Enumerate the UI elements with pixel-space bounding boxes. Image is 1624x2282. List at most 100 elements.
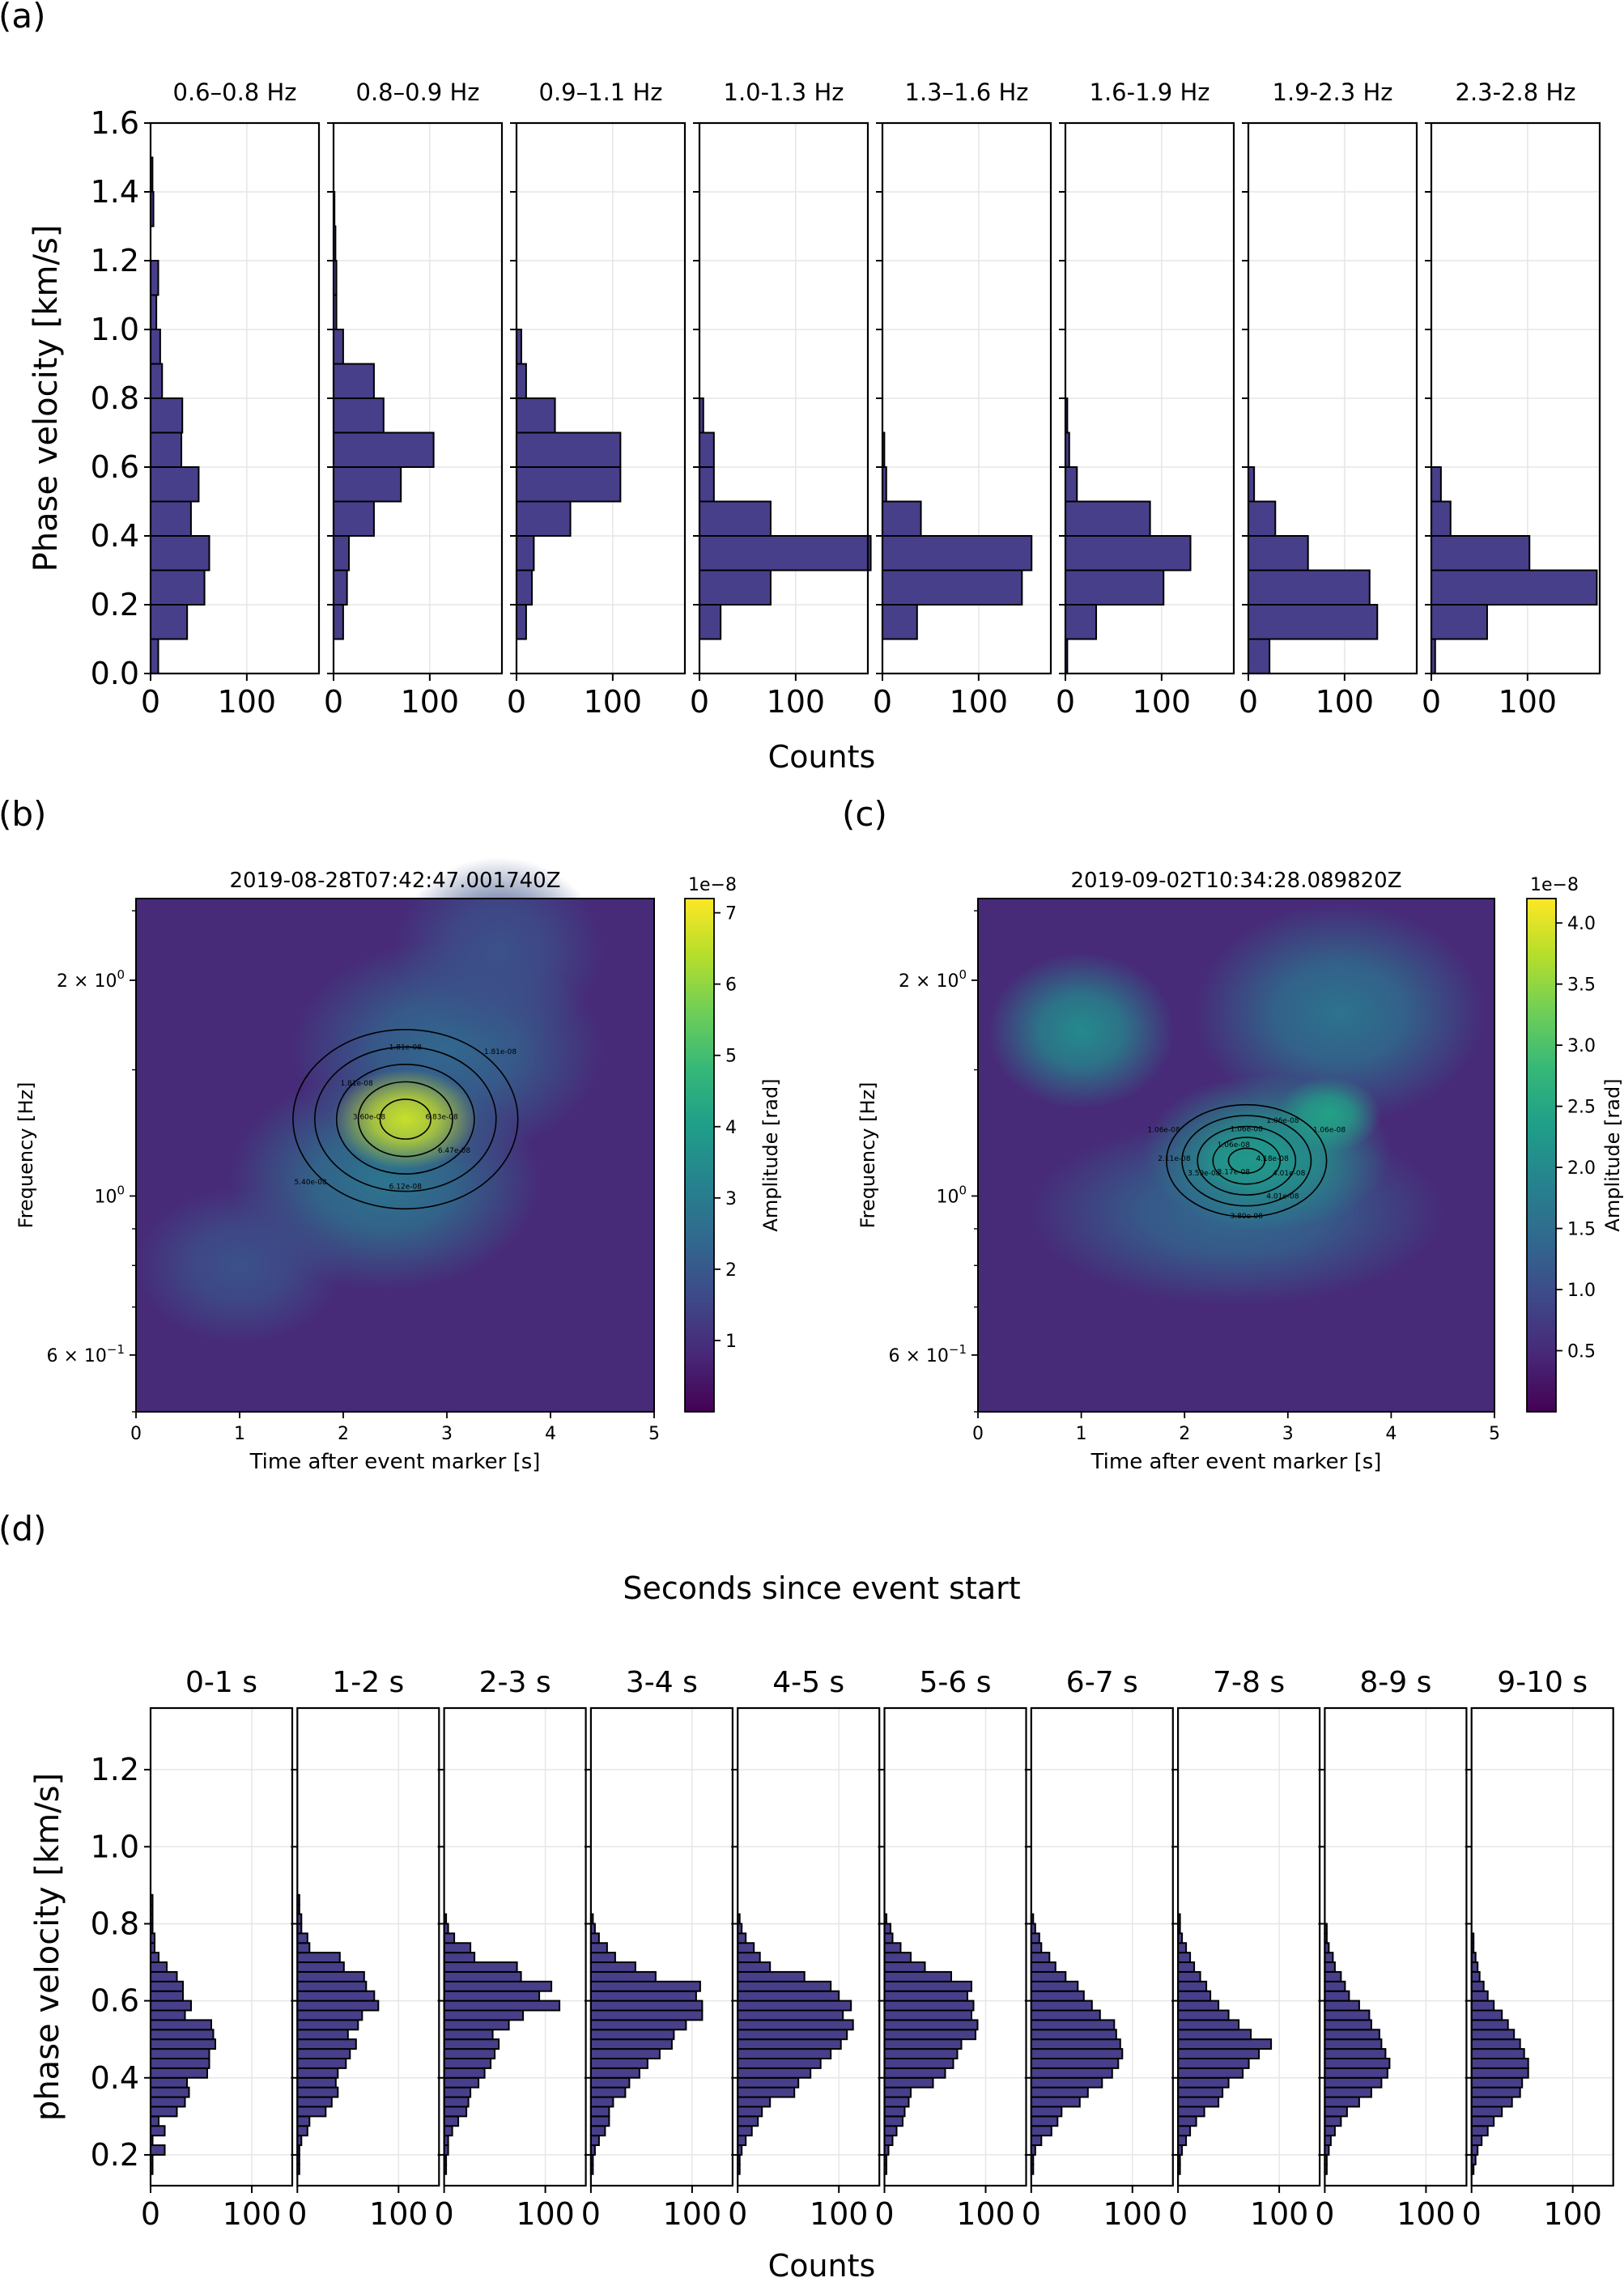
tick-exponent: 0 bbox=[117, 967, 125, 982]
subplot-title: 8-9 s bbox=[1359, 1666, 1431, 1699]
tick-mantissa: 2 × 10 bbox=[899, 971, 959, 992]
histogram-bar bbox=[333, 604, 344, 640]
histogram-bar bbox=[1431, 569, 1598, 606]
colorbar-tick-label: 3.0 bbox=[1567, 1036, 1596, 1056]
y-tick-label: 0.4 bbox=[91, 518, 139, 554]
subplot-title: 9-10 s bbox=[1497, 1666, 1588, 1699]
subplot-frame bbox=[589, 1706, 734, 2187]
histogram-bar bbox=[737, 1970, 806, 1982]
x-tick-label: 100 bbox=[950, 684, 1009, 720]
contour-label: 1.81e-08 bbox=[484, 1048, 517, 1056]
histogram-bar bbox=[296, 1942, 311, 1954]
x-tick-label: 0 bbox=[287, 2196, 307, 2232]
histogram-bar bbox=[1065, 569, 1165, 606]
histogram-bar bbox=[1324, 2057, 1391, 2069]
x-tick-label: 0 bbox=[972, 1424, 984, 1444]
histogram-bar bbox=[1470, 2038, 1521, 2050]
contour-label: 6.83e-08 bbox=[425, 1114, 458, 1122]
x-tick-label: 100 bbox=[1397, 2196, 1456, 2232]
histogram-bar bbox=[1030, 2106, 1063, 2118]
histogram-bar bbox=[883, 2125, 898, 2137]
histogram-bar bbox=[883, 2029, 976, 2041]
histogram-bar bbox=[1177, 1942, 1188, 1954]
histogram-bar bbox=[589, 1952, 616, 1964]
x-tick-label: 0 bbox=[130, 1424, 142, 1444]
histogram-bar bbox=[1177, 1970, 1201, 1982]
histogram-bar bbox=[443, 1999, 561, 2012]
histogram-bar bbox=[1470, 2048, 1525, 2059]
histogram-bar bbox=[883, 2067, 946, 2079]
contour-label: 1.81e-08 bbox=[340, 1080, 373, 1088]
subplot-panel-a-0: 0.6–0.8 Hz 0 100 bbox=[141, 79, 321, 720]
histogram-bar bbox=[296, 1990, 376, 2002]
colorbar bbox=[1526, 898, 1557, 1413]
histogram-bar bbox=[1324, 2135, 1332, 2147]
histogram-bar bbox=[1177, 2029, 1252, 2041]
y-tick-label: 1.2 bbox=[91, 1752, 139, 1787]
histogram-bar bbox=[150, 2076, 188, 2089]
x-tick-label: 100 bbox=[1499, 684, 1558, 720]
histogram-bar bbox=[589, 2135, 600, 2147]
subplot-title: 6-7 s bbox=[1066, 1666, 1138, 1699]
histogram-bar bbox=[333, 397, 385, 434]
histogram-bar bbox=[1030, 1932, 1040, 1944]
histogram-bar bbox=[1470, 1999, 1495, 2012]
histogram-bar bbox=[1324, 1980, 1346, 1992]
panel-b-spectrogram: 6.83e-08 6.47e-08 6.12e-08 5.40e-08 3.60e-08… bbox=[15, 856, 782, 1474]
histogram-bar bbox=[296, 2038, 357, 2050]
histogram-bar bbox=[296, 2009, 363, 2021]
histogram-bar bbox=[296, 1932, 308, 1944]
histogram-bar bbox=[150, 604, 189, 640]
histogram-bar bbox=[1324, 2009, 1371, 2021]
y-tick-label: 0.4 bbox=[91, 2060, 139, 2096]
histogram-bar bbox=[1030, 1970, 1067, 1982]
histogram-bar bbox=[1177, 2019, 1240, 2031]
histogram-bar bbox=[589, 1990, 697, 2002]
contour-label: 2.11e-08 bbox=[1158, 1155, 1191, 1163]
subplot-title: 0.9–1.1 Hz bbox=[539, 79, 663, 106]
colorbar-tick-label: 2 bbox=[725, 1260, 737, 1281]
histogram-bar bbox=[1030, 2125, 1052, 2137]
y-tick-label: 2 × 100 bbox=[899, 967, 967, 992]
histogram-bar bbox=[443, 1990, 541, 2002]
histogram-bar bbox=[882, 535, 1033, 572]
x-tick-label: 0 bbox=[1315, 2196, 1334, 2232]
contour-line bbox=[1197, 1125, 1297, 1196]
histogram-bar bbox=[296, 2067, 339, 2079]
panel-d-suptitle: Seconds since event start bbox=[623, 1570, 1020, 1606]
x-tick-label: 0 bbox=[1462, 2196, 1482, 2232]
colorbar-scale: 1e−8 bbox=[688, 875, 737, 895]
histogram-bar bbox=[333, 466, 402, 503]
colorbar-tick-label: 1 bbox=[725, 1332, 737, 1352]
histogram-bar bbox=[699, 535, 872, 572]
x-tick-label: 1 bbox=[234, 1424, 245, 1444]
x-tick-label: 0 bbox=[728, 2196, 747, 2232]
histogram-bar bbox=[150, 2115, 159, 2127]
histogram-bar bbox=[883, 2057, 954, 2069]
histogram-bar bbox=[589, 2106, 610, 2118]
histogram-bar bbox=[333, 535, 351, 572]
histogram-bar bbox=[150, 2067, 208, 2079]
histogram-bar bbox=[589, 2096, 614, 2108]
y-tick-label: 6 × 10−1 bbox=[888, 1342, 967, 1366]
histogram-bar bbox=[516, 363, 527, 399]
colorbar-tick-label: 1.0 bbox=[1567, 1281, 1596, 1301]
x-axis-label: Time after event marker [s] bbox=[249, 1450, 541, 1474]
histogram-bar bbox=[1177, 1961, 1196, 1973]
x-tick-label: 100 bbox=[1103, 2196, 1163, 2232]
subplot-title: 1.0-1.3 Hz bbox=[724, 79, 844, 106]
subplot-panel-d-3: 3-4 s 0 100 bbox=[581, 1666, 734, 2232]
histogram-bar bbox=[699, 431, 715, 468]
tick-mantissa: 10 bbox=[94, 1187, 117, 1207]
histogram-bar bbox=[443, 2067, 486, 2079]
histogram-bar bbox=[737, 2029, 848, 2041]
x-tick-label: 100 bbox=[516, 2196, 575, 2232]
histogram-bar bbox=[1030, 2048, 1124, 2059]
histogram-bar bbox=[589, 1970, 657, 1982]
histogram-bar bbox=[1177, 2135, 1188, 2147]
subplot-title: 1.6-1.9 Hz bbox=[1090, 79, 1210, 106]
colorbar-tick-label: 2.0 bbox=[1567, 1158, 1596, 1179]
histogram-bar bbox=[443, 2009, 525, 2021]
plot-title: 2019-08-28T07:42:47.001740Z bbox=[229, 869, 560, 893]
histogram-bar bbox=[150, 431, 183, 468]
